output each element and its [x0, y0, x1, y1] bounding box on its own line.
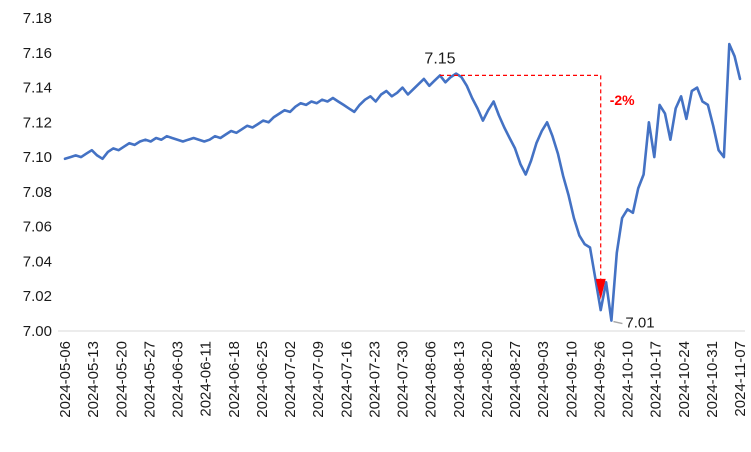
x-tick-label: 2024-10-10 — [620, 341, 637, 418]
x-tick-label: 2024-09-10 — [563, 341, 580, 418]
percent-change-label: -2% — [610, 92, 635, 108]
x-tick-label: 2024-06-18 — [226, 341, 243, 418]
y-tick-label: 7.12 — [23, 114, 52, 131]
x-tick-label: 2024-10-31 — [704, 341, 721, 418]
y-tick-label: 7.16 — [23, 45, 52, 62]
x-tick-label: 2024-07-02 — [282, 341, 299, 418]
y-tick-label: 7.06 — [23, 219, 52, 236]
x-tick-label: 2024-07-23 — [366, 341, 383, 418]
x-tick-label: 2024-06-11 — [198, 341, 215, 417]
x-tick-label: 2024-10-24 — [676, 341, 693, 418]
y-tick-label: 7.04 — [23, 253, 52, 270]
x-tick-label: 2024-05-27 — [141, 341, 158, 418]
x-tick-label: 2024-07-09 — [310, 341, 327, 418]
y-tick-label: 7.10 — [23, 149, 52, 166]
y-tick-label: 7.14 — [23, 80, 52, 97]
x-tick-label: 2024-10-17 — [648, 341, 665, 418]
y-tick-label: 7.18 — [23, 10, 52, 27]
series-line — [63, 42, 742, 322]
x-tick-label: 2024-06-03 — [170, 341, 187, 418]
x-tick-label: 2024-11-07 — [732, 341, 749, 417]
y-tick-label: 7.00 — [23, 323, 52, 340]
x-tick-label: 2024-09-26 — [591, 341, 608, 418]
x-tick-label: 2024-08-20 — [479, 341, 496, 418]
y-tick-label: 7.02 — [23, 288, 52, 305]
trough-value-label: 7.01 — [625, 315, 654, 332]
y-tick-label: 7.08 — [23, 184, 52, 201]
x-tick-label: 2024-08-27 — [507, 341, 524, 418]
x-tick-label: 2024-08-13 — [451, 341, 468, 418]
x-tick-label: 2024-07-30 — [395, 341, 412, 418]
x-tick-label: 2024-05-13 — [85, 341, 102, 418]
x-tick-label: 2024-08-06 — [423, 341, 440, 418]
down-arrow-icon — [595, 278, 606, 300]
x-tick-label: 2024-05-20 — [113, 341, 130, 418]
trough-leader-line — [613, 320, 623, 325]
x-axis-labels: 2024-05-06 2024-05-13 2024-05-20 2024-05-27… — [57, 341, 749, 418]
x-tick-label: 2024-05-06 — [57, 341, 74, 418]
x-tick-label: 2024-09-03 — [535, 341, 552, 418]
x-tick-label: 2024-06-25 — [254, 341, 271, 418]
peak-value-label: 7.15 — [424, 50, 455, 67]
x-tick-label: 2024-07-16 — [338, 341, 355, 418]
y-axis-labels: 7.00 7.02 7.04 7.06 7.08 7.10 7.12 7.14 7.16 7.18 — [23, 10, 52, 340]
